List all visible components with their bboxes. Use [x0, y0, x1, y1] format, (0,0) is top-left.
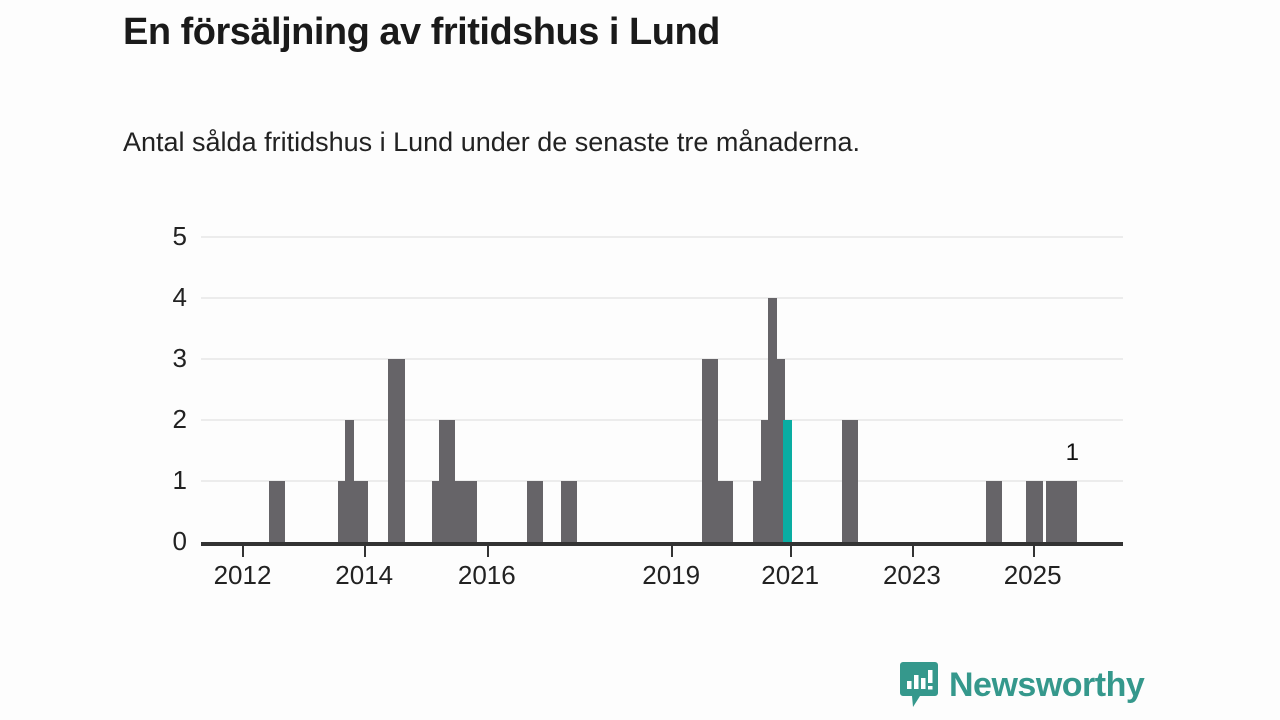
bar	[275, 481, 285, 542]
bar	[461, 481, 471, 542]
bar	[782, 420, 792, 542]
x-axis-tick-label: 2021	[761, 560, 820, 590]
bar	[753, 481, 763, 542]
bar	[1045, 481, 1055, 542]
bar-value-label: 1	[1065, 439, 1079, 466]
gridline-5: 5	[173, 223, 1123, 249]
x-axis-tick-mark	[790, 546, 793, 557]
gridline-1: 1	[173, 467, 1123, 493]
chart-speech-bubble-icon	[900, 662, 938, 707]
y-axis-tick-label: 3	[172, 343, 187, 373]
bar	[351, 481, 361, 542]
logo-text: Newsworthy	[949, 665, 1145, 704]
x-axis-tick-mark	[242, 546, 245, 557]
bar	[388, 359, 398, 542]
x-axis-tick-label: 2023	[882, 560, 941, 590]
bar	[993, 481, 1003, 542]
gridline-2: 2	[173, 406, 1123, 432]
x-axis-tick-label: 2016	[457, 560, 516, 590]
y-axis-tick-label: 5	[172, 221, 187, 251]
x-axis-tick-label: 2019	[642, 560, 701, 590]
x-axis-tick-mark	[671, 546, 674, 557]
x-axis-line	[201, 542, 1123, 546]
gridline-3: 3	[173, 345, 1123, 371]
bar	[716, 481, 726, 542]
bar	[453, 481, 463, 542]
bar	[431, 481, 441, 542]
bar	[395, 359, 405, 542]
bar	[533, 481, 543, 542]
bar	[775, 359, 785, 542]
bar-chart: 0 1 2 3 4 5 1 2012 2014 2016 2019 2021 2023 2025	[123, 220, 1133, 590]
newsworthy-logo: Newsworthy	[900, 662, 1145, 707]
bar	[841, 420, 851, 542]
bar	[723, 481, 733, 542]
x-axis-tick-label: 2025	[1003, 560, 1062, 590]
bar	[1033, 481, 1043, 542]
gridline-4: 4	[173, 284, 1123, 310]
bar	[446, 420, 456, 542]
x-axis-tick-mark	[486, 546, 489, 557]
bar	[1053, 481, 1063, 542]
bar	[1067, 481, 1077, 542]
bar	[760, 420, 770, 542]
bar	[985, 481, 995, 542]
x-axis-tick-mark	[911, 546, 914, 557]
bar	[701, 359, 711, 542]
x-axis-tick-label: 2014	[335, 560, 394, 590]
bar	[438, 420, 448, 542]
page-subtitle: Antal sålda fritidshus i Lund under de s…	[123, 127, 860, 157]
bar	[768, 298, 778, 542]
y-axis-tick-label: 2	[172, 404, 187, 434]
bar	[849, 420, 859, 542]
bar	[560, 481, 570, 542]
bar	[1060, 481, 1070, 542]
plot-area: 0 1 2 3 4 5 1	[173, 223, 1123, 554]
bar	[344, 420, 354, 542]
bar	[1026, 481, 1036, 542]
y-axis-tick-label: 0	[172, 526, 187, 556]
x-axis-tick-mark	[364, 546, 367, 557]
gridline-0: 0	[173, 528, 1123, 554]
x-axis-tick-label: 2012	[213, 560, 272, 590]
bar	[568, 481, 578, 542]
bar	[358, 481, 368, 542]
bar	[709, 359, 719, 542]
x-axis-tick-mark	[1032, 546, 1035, 557]
page-title: En försäljning av fritidshus i Lund	[123, 11, 720, 53]
bar	[269, 481, 279, 542]
y-axis-tick-label: 1	[172, 465, 187, 495]
y-axis-tick-label: 4	[172, 282, 187, 312]
bar	[337, 481, 347, 542]
bar	[526, 481, 536, 542]
bar	[468, 481, 478, 542]
